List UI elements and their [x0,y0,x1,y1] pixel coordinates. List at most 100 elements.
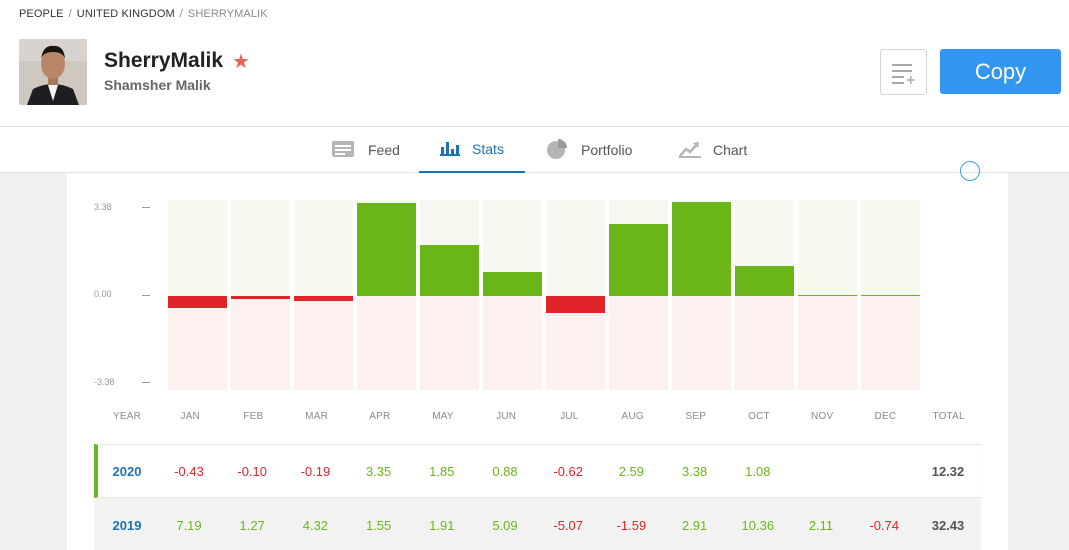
monthly-returns-chart: 3.38 0.00 -3.38 [67,173,1008,433]
month-value-cell: 0.88 [492,464,518,479]
total-cell: 12.32 [931,464,965,479]
month-column [735,200,794,390]
tab-portfolio[interactable]: Portfolio [545,127,632,173]
chart-bar[interactable] [420,244,479,296]
month-column [672,200,731,390]
chart-bar[interactable] [861,295,920,296]
month-value-cell: 3.35 [365,464,392,479]
y-tick-label: -3.38 [94,377,115,387]
month-value-cell: -0.62 [553,464,583,479]
month-column [609,200,668,390]
month-value-cell: 3.38 [681,464,708,479]
year-row-2020[interactable]: 2020 -0.43 -0.10 -0.19 3.35 1.85 0.88 -0.62 2.59… [94,444,981,498]
month-column [483,200,542,390]
month-value-cell: -0.74 [869,518,899,533]
axis-label: JUN [496,411,517,422]
chart-bar[interactable] [735,265,794,296]
axis-label: DEC [874,411,897,422]
axis-label: YEAR [112,411,142,422]
y-tick-mark [142,295,150,296]
chart-bar[interactable] [168,296,227,308]
full-name: Shamsher Malik [104,77,211,93]
month-value-cell: 1.08 [745,464,771,479]
tab-feed-label: Feed [368,142,400,158]
month-column [231,200,290,390]
stats-panel: 3.38 0.00 -3.38 YEAR JAN FEB MAR APR MAY JUN JU… [67,161,1008,550]
month-column [798,200,857,390]
month-value-cell: 5.09 [492,518,518,533]
month-value-cell: 2.11 [808,518,834,533]
copy-button[interactable]: Copy [940,49,1061,94]
month-value-cell: 2.59 [618,464,645,479]
tab-portfolio-label: Portfolio [581,142,633,158]
chart-bar[interactable] [672,202,731,296]
chart-bar[interactable] [483,271,542,296]
total-cell: 32.43 [931,518,965,533]
y-tick-mark [142,382,150,383]
month-value-cell: -0.19 [300,464,331,479]
portfolio-icon [545,138,569,163]
feed-icon [330,139,356,162]
month-value-cell: 2.91 [681,518,708,533]
axis-label: JAN [180,411,200,422]
tab-stats-label: Stats [472,141,504,157]
chart-bar[interactable] [798,295,857,296]
y-tick-label: 0.00 [94,289,112,299]
tab-bar: Feed Stats Portfolio Chart [0,127,1069,173]
month-value-cell: 4.32 [302,518,329,533]
year-cell: 2020 [112,464,142,479]
month-value-cell: 1.55 [365,518,392,533]
year-cell: 2019 [112,518,142,533]
axis-label: OCT [748,411,770,422]
tab-chart-label: Chart [713,142,748,158]
month-value-cell: 1.91 [429,518,455,533]
star-icon[interactable]: ★ [232,51,250,73]
y-tick-mark [142,207,150,208]
month-value-cell: 7.19 [176,518,202,533]
month-value-cell: 1.27 [239,518,265,533]
y-tick-label: 3.38 [94,202,112,212]
month-value-cell: -1.59 [616,518,647,533]
chart-bar[interactable] [546,296,605,314]
add-to-watchlist-button[interactable] [880,49,927,95]
month-column [546,200,605,390]
profile-header: PEOPLE / UNITED KINGDOM / SHERRYMALIK Sherry… [0,0,1069,127]
help-icon[interactable] [960,161,980,181]
breadcrumb: PEOPLE / UNITED KINGDOM / SHERRYMALIK [19,8,268,20]
axis-label: SEP [685,411,707,422]
stats-icon [440,140,461,159]
year-row-2019[interactable]: 2019 7.19 1.27 4.32 1.55 1.91 5.09 -5.07 -1.59 2.… [94,499,981,550]
tab-chart[interactable]: Chart [679,127,747,173]
month-column [420,200,479,390]
month-column [294,200,353,390]
tab-feed[interactable]: Feed [330,127,400,173]
axis-label: JUL [560,411,579,422]
axis-label: MAY [432,411,454,422]
avatar[interactable] [19,39,87,105]
tab-stats[interactable]: Stats [419,127,525,173]
month-value-cell [791,445,851,499]
chart-icon [679,140,701,161]
month-value-cell [854,445,914,499]
chart-bar[interactable] [357,202,416,296]
watchlist-add-icon [892,64,915,84]
axis-label: AUG [621,411,644,422]
axis-label: TOTAL [932,411,965,422]
month-value-cell: -5.07 [553,518,583,533]
breadcrumb-country[interactable]: UNITED KINGDOM [76,8,175,20]
axis-label: APR [369,411,391,422]
month-column [357,200,416,390]
breadcrumb-user: SHERRYMALIK [187,8,268,20]
axis-label: MAR [305,411,328,422]
month-column [168,200,227,390]
month-column [861,200,920,390]
axis-label: FEB [243,411,264,422]
axis-label: NOV [811,411,834,422]
chart-bar[interactable] [231,296,290,299]
chart-bar[interactable] [294,296,353,302]
month-value-cell: -0.10 [237,464,267,479]
breadcrumb-people[interactable]: PEOPLE [19,8,64,20]
month-value-cell: -0.43 [174,464,204,479]
month-value-cell: 10.36 [741,518,775,533]
chart-bar[interactable] [609,223,668,296]
